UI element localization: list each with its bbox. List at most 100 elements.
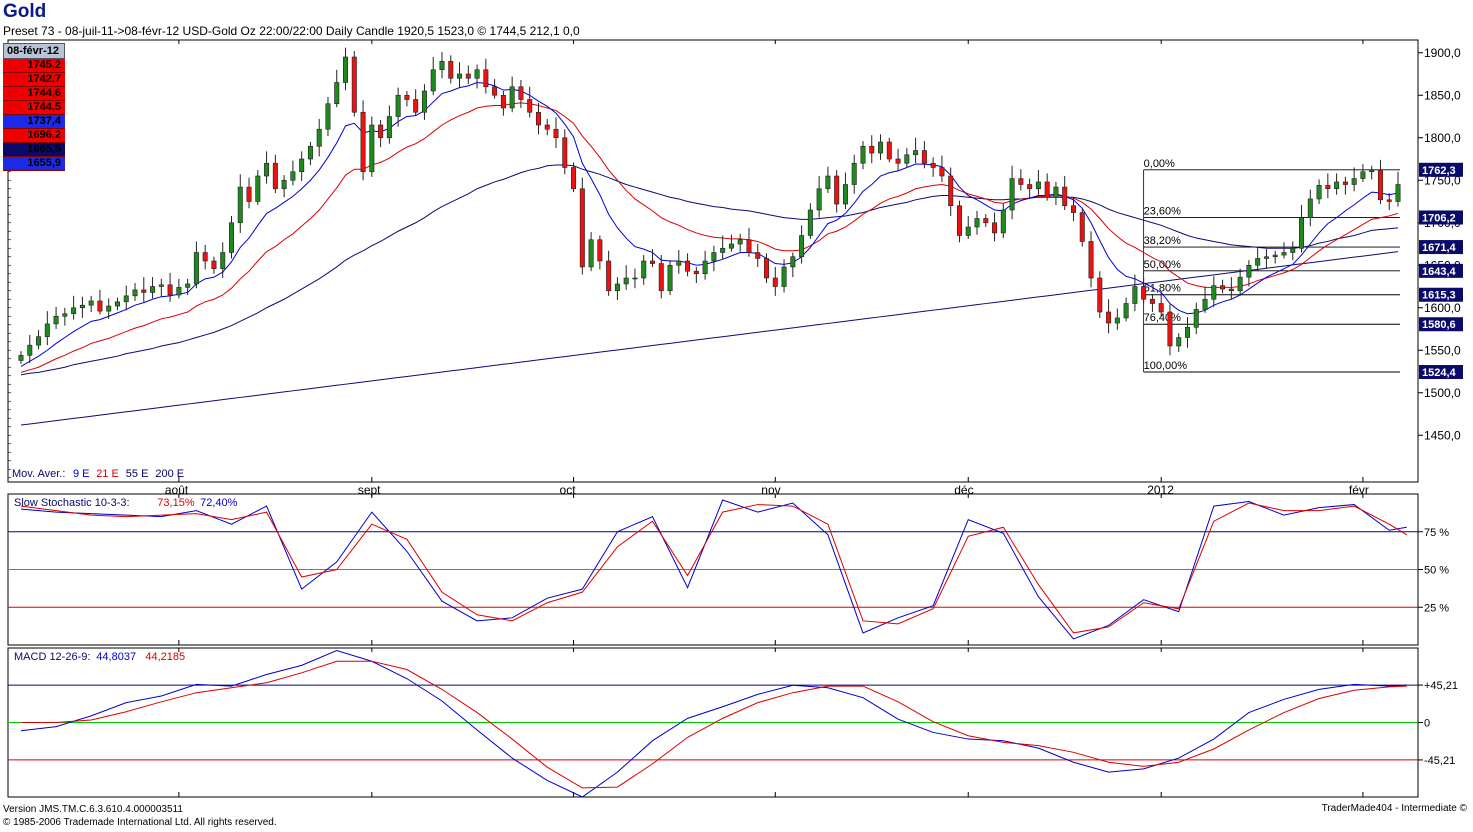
candle-body: [781, 266, 787, 287]
candle-body: [1202, 298, 1208, 310]
candle-body: [1299, 217, 1305, 249]
candle-body: [1377, 169, 1383, 201]
y-tick-label: 1500,0: [1424, 386, 1461, 400]
fib-label: 38,20%: [1144, 235, 1182, 247]
candle-body: [904, 154, 910, 164]
candle-body: [1123, 303, 1129, 319]
candle-body: [413, 99, 419, 113]
candle-body: [53, 315, 59, 325]
candle-body: [1009, 178, 1015, 211]
candle-body: [1053, 186, 1059, 198]
candle-body: [1228, 288, 1234, 292]
fib-label: 100,00%: [1144, 360, 1188, 372]
candle-body: [974, 218, 980, 228]
ema-55-line: [20, 164, 1399, 376]
candle-body: [474, 69, 480, 79]
candle-body: [886, 141, 892, 160]
candle-body: [378, 124, 384, 139]
candle-body: [527, 99, 533, 113]
price-tag: [1419, 162, 1463, 177]
candle-body: [544, 124, 550, 130]
candle-body: [36, 336, 42, 346]
chart-subtitle: Preset 73 - 08-juil-11->08-févr-12 USD-G…: [3, 24, 580, 38]
candle-body: [255, 175, 261, 202]
candle-body: [386, 116, 392, 139]
price-tag: [1419, 365, 1463, 380]
candle-body: [1167, 311, 1173, 347]
candle-body: [895, 158, 901, 164]
candle-body: [106, 305, 112, 312]
candle-body: [702, 260, 708, 275]
x-month-label: août: [165, 483, 189, 497]
brand-text: TraderMade404 - Intermediate ©: [1321, 803, 1467, 814]
candle-body: [167, 284, 173, 296]
candle-body: [71, 307, 77, 314]
x-month-label: nov: [761, 483, 780, 497]
candle-body: [878, 141, 884, 154]
candle-body: [1325, 185, 1331, 190]
candle-body: [1176, 337, 1182, 347]
ohlc-value: 1737,4: [3, 115, 65, 129]
candle-body: [44, 323, 50, 337]
candle-body: [1079, 212, 1085, 242]
candle-body: [1149, 298, 1155, 304]
candle-body: [492, 86, 498, 96]
price-tag-label: 1580,6: [1422, 319, 1456, 331]
macd-title-value: 44,8037: [96, 651, 136, 663]
stoch-title: Slow Stochastic 10-3-3:: [14, 497, 130, 509]
candle-body: [1272, 254, 1278, 258]
candle-body: [228, 222, 234, 253]
x-month-label: oct: [560, 483, 577, 497]
candle-body: [956, 205, 962, 236]
candle-body: [623, 277, 629, 285]
candle-body: [211, 260, 217, 269]
macd-series-line: [21, 660, 1407, 789]
candle-body: [1395, 184, 1401, 202]
candle-body: [1044, 181, 1050, 198]
ema-200-line: [20, 251, 1399, 426]
candle-body: [1281, 252, 1287, 256]
candle-body: [325, 103, 331, 130]
candle-body: [62, 313, 68, 317]
candle-body: [316, 128, 322, 147]
y-tick-label: 1900,0: [1424, 46, 1461, 60]
ohlc-value: 1742,7: [3, 73, 65, 87]
candle-body: [632, 277, 638, 280]
stoch-level-label: 25 %: [1424, 602, 1449, 614]
candle-body: [562, 137, 568, 168]
fib-label: 23,60%: [1144, 205, 1182, 217]
price-tag: [1419, 287, 1463, 302]
candle-body: [1386, 199, 1392, 202]
candle-body: [571, 167, 577, 190]
candle-body: [535, 111, 541, 126]
candle-body: [1307, 198, 1313, 218]
candle-body: [1237, 276, 1243, 292]
candle-body: [1035, 181, 1041, 190]
candle-body: [158, 284, 164, 287]
candle-body: [430, 69, 436, 92]
candle-body: [1290, 247, 1296, 253]
candle-body: [141, 289, 147, 293]
candle-body: [834, 175, 840, 205]
macd-level-label: +45,21: [1424, 680, 1458, 692]
candle-body: [1193, 309, 1199, 328]
candle-body: [649, 260, 655, 264]
candle-body: [553, 128, 559, 139]
ma-legend-item: 21 E: [96, 468, 119, 480]
candle-body: [746, 239, 752, 253]
stoch-level-label: 50 %: [1424, 565, 1449, 577]
candle-body: [579, 188, 585, 268]
candle-body: [1000, 209, 1006, 234]
candle-body: [1263, 256, 1269, 259]
price-tag-label: 1706,2: [1422, 212, 1456, 224]
candle-body: [728, 243, 734, 249]
candle-body: [667, 264, 673, 292]
candle-body: [132, 289, 138, 297]
ohlc-value: 1745,2: [3, 59, 65, 73]
candle-body: [790, 256, 796, 268]
macd-level-label: 0: [1424, 718, 1430, 730]
candle-body: [816, 188, 822, 211]
candle-body: [97, 300, 103, 312]
candle-body: [1369, 169, 1375, 173]
